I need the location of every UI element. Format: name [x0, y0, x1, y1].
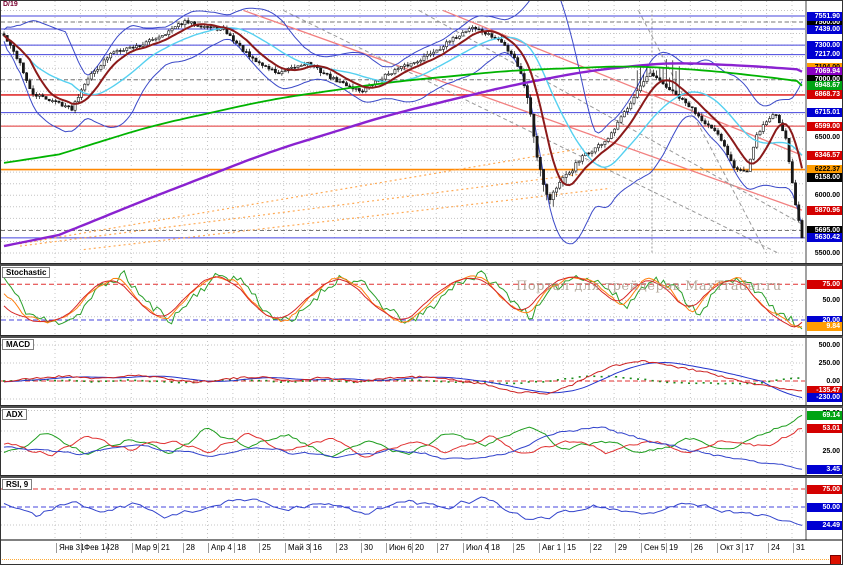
time-axis-tick: 15 [564, 543, 576, 553]
price-scale-label: 6715.01 [807, 108, 842, 117]
stochastic-scale-label: 20.00 [807, 316, 842, 325]
time-axis-tick: 30 [361, 543, 373, 553]
time-axis-tick: 18 [234, 543, 246, 553]
adx-scale-label: 25.00 [822, 448, 840, 455]
time-axis-tick: 20 [412, 543, 424, 553]
time-axis-tick: 28 [107, 543, 119, 553]
price-scale-label: 6000.00 [814, 192, 840, 199]
ma-fast-darkred [3, 23, 803, 187]
panel-splitter[interactable] [0, 263, 843, 266]
time-axis-tick: 22 [590, 543, 602, 553]
indicator-title-rsi: RSI, 9 [2, 479, 33, 490]
time-axis-tick: 17 [742, 543, 754, 553]
price-scale-label: 6158.00 [807, 173, 842, 182]
price-scale-label: 7000.00 [807, 75, 842, 84]
bollinger-upper-band [3, 1, 803, 134]
price-scale-label: 6346.57 [807, 151, 842, 160]
stochastic-scale-label: 75.00 [807, 280, 842, 289]
macd-scale-label: 500.00 [818, 342, 840, 349]
rsi-scale-label: 24.49 [807, 521, 842, 530]
price-scale-label: 5500.00 [814, 250, 840, 257]
price-scale-label: 5695.00 [807, 226, 842, 235]
price-scale-label: 6222.37 [807, 165, 842, 174]
time-axis-tick: 23 [336, 543, 348, 553]
panel-splitter[interactable] [0, 475, 843, 478]
indicator-title-stochastic: Stochastic [2, 267, 51, 278]
ma-long-purple [3, 62, 803, 248]
time-axis-tick: Окт 3 [717, 543, 740, 553]
time-axis-tick: 25 [259, 543, 271, 553]
time-axis-tick: 21 [158, 543, 170, 553]
price-scale-label: 7217.00 [807, 50, 842, 59]
price-scale-label: 6868.73 [807, 90, 842, 99]
macd-main-line [3, 359, 802, 395]
stoch-mid [3, 275, 803, 328]
candles-layer [2, 17, 804, 239]
price-scale-label: 7300.00 [807, 41, 842, 50]
bollinger-lower-band [3, 38, 803, 245]
price-scale-label: 7551.90 [807, 12, 842, 21]
time-axis-tick: 25 [513, 543, 525, 553]
indicator-title-macd: MACD [2, 339, 34, 350]
minus-di [3, 428, 803, 458]
adx-scale-label: 69.14 [807, 411, 842, 420]
time-axis-tick: Сен 5 [641, 543, 665, 553]
bottom-dotted-line [0, 559, 843, 560]
price-scale-label: 5630.42 [807, 233, 842, 242]
price-scale-label: 6599.00 [807, 122, 842, 131]
adx-scale-label: 3.45 [807, 465, 842, 474]
stoch-slow [3, 276, 803, 328]
rsi-line [3, 496, 803, 526]
panel-splitter[interactable] [0, 405, 843, 408]
price-scale-label: 5870.96 [807, 206, 842, 215]
time-axis-tick: 16 [310, 543, 322, 553]
stochastic-scale-label: 9.84 [807, 322, 842, 331]
time-axis-tick: Июл 4 [463, 543, 489, 553]
price-scale-label: 7069.94 [807, 67, 842, 76]
indicator-title-adx: ADX [2, 409, 27, 420]
time-axis-tick: Май 3 [285, 543, 310, 553]
macd-scale-label: 0.00 [826, 378, 840, 385]
macd-scale-label: -230.00 [807, 393, 842, 402]
time-axis-tick: 28 [183, 543, 195, 553]
watermark-text: Портал для трейдеров MaxTrader.ru [516, 279, 782, 294]
rsi-scale-label: 75.00 [807, 485, 842, 494]
time-axis-tick: 18 [488, 543, 500, 553]
macd-scale-label: 250.00 [818, 360, 840, 367]
ma-green [3, 65, 803, 164]
rsi-scale-label: 50.00 [807, 503, 842, 512]
adx-scale-label: 53.01 [807, 424, 842, 433]
time-axis-tick: Фев 14 [81, 543, 110, 553]
time-axis-tick: Авг 1 [539, 543, 561, 553]
plus-di [3, 414, 803, 458]
stochastic-scale-label: 50.00 [822, 297, 840, 304]
symbol-label: D/19 [2, 1, 19, 8]
price-scale-label: 7439.00 [807, 25, 842, 34]
time-axis-tick: Июн 6 [386, 543, 412, 553]
price-scale-label: 6948.67 [807, 81, 842, 90]
time-axis-tick: Апр 4 [208, 543, 232, 553]
price-scale-label: 7500.00 [807, 18, 842, 27]
time-axis-tick: Янв 31 [56, 543, 85, 553]
time-axis-tick: 19 [666, 543, 678, 553]
time-axis-tick: Мар 9 [132, 543, 157, 553]
time-axis-tick: 26 [691, 543, 703, 553]
macd-signal-line [3, 361, 803, 399]
adx-line [3, 426, 803, 470]
macd-scale-label: -135.47 [807, 386, 842, 395]
time-axis-tick: 29 [615, 543, 627, 553]
macd-histogram [3, 375, 800, 385]
panel-splitter[interactable] [0, 335, 843, 338]
time-axis-tick: 24 [768, 543, 780, 553]
time-axis-tick: 31 [793, 543, 805, 553]
price-scale-label: 6500.00 [814, 134, 840, 141]
time-axis-tick: 27 [437, 543, 449, 553]
scroll-to-end-icon[interactable] [830, 555, 841, 565]
